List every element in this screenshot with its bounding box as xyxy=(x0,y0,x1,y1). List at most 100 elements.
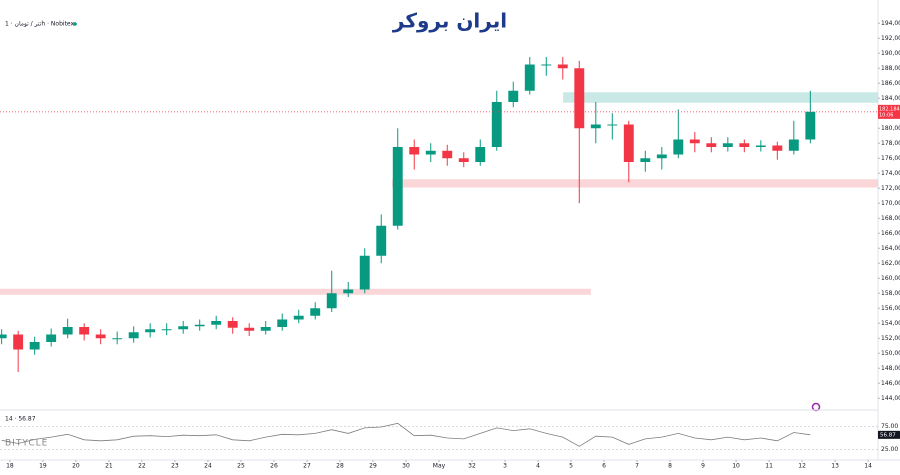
candle-body xyxy=(13,334,24,350)
y-tick-label: 186,000.0 xyxy=(881,80,900,87)
symbol: تتر / تومان · 1h · Nobitex xyxy=(5,21,75,28)
candle-body xyxy=(623,124,634,162)
y-tick-label: 180,000.0 xyxy=(881,125,900,132)
x-tick-label: 13 xyxy=(831,463,839,470)
x-tick-label: 32 xyxy=(468,463,476,470)
status-dot xyxy=(73,22,77,26)
y-tick-label: 174,000.0 xyxy=(881,170,900,177)
y-tick-label: 178,000.0 xyxy=(881,140,900,147)
candle-body xyxy=(211,321,222,325)
candle-body xyxy=(227,321,238,328)
y-tick-label: 162,000.0 xyxy=(881,260,900,267)
candle-body xyxy=(739,143,750,147)
candle-body xyxy=(673,139,684,155)
x-tick-label: 5 xyxy=(569,463,573,470)
x-tick-label: 29 xyxy=(369,463,377,470)
rsi-line xyxy=(1,422,811,447)
candle-body xyxy=(376,225,387,256)
y-tick-label: 152,000.0 xyxy=(881,335,900,342)
rsi-value-box xyxy=(878,430,900,439)
y-tick-label: 176,000.0 xyxy=(881,155,900,162)
candle-body xyxy=(425,150,436,155)
y-tick-label: 158,000.0 xyxy=(881,290,900,297)
x-tick-label: 12 xyxy=(798,463,806,470)
candle-body xyxy=(0,334,7,339)
x-tick-label: 21 xyxy=(105,463,113,470)
candle-body xyxy=(310,308,321,316)
y-tick-label: 190,000.0 xyxy=(881,50,900,57)
candle-body xyxy=(194,324,205,327)
candle-body xyxy=(112,338,123,340)
watermark: BITYCLE xyxy=(5,439,48,449)
x-tick-label: 18 xyxy=(6,463,14,470)
zone xyxy=(0,288,591,295)
x-tick-label: 14 xyxy=(864,463,872,470)
x-tick-label: 28 xyxy=(336,463,344,470)
zone xyxy=(563,92,878,103)
candle-body xyxy=(359,255,370,290)
countdown: 10:06 xyxy=(879,112,893,118)
y-tick-label: 194,000.0 xyxy=(881,20,900,27)
candle-body xyxy=(409,147,420,155)
y-tick-label: 172,000.0 xyxy=(881,185,900,192)
candle-body xyxy=(524,64,535,91)
candle-body xyxy=(343,289,354,294)
candle-body xyxy=(244,327,255,331)
candle-body xyxy=(805,111,816,140)
candle-body xyxy=(161,329,172,331)
y-tick-label: 148,000.0 xyxy=(881,365,900,372)
candle-body xyxy=(590,124,601,129)
x-tick-label: 20 xyxy=(72,463,80,470)
y-tick-label: 150,000.0 xyxy=(881,350,900,357)
logo: ایران بروکر xyxy=(392,9,507,33)
x-tick-label: 19 xyxy=(39,463,47,470)
candle-body xyxy=(475,147,486,162)
x-tick-label: 23 xyxy=(171,463,179,470)
candle-body xyxy=(706,143,717,147)
candle-body xyxy=(178,326,189,330)
rsi-tick-label: 75.00 xyxy=(881,423,898,430)
y-tick-label: 146,000.0 xyxy=(881,380,900,387)
y-tick-label: 170,000.0 xyxy=(881,200,900,207)
candle-body xyxy=(326,293,337,309)
candle-body xyxy=(772,145,783,151)
x-tick-label: 27 xyxy=(303,463,311,470)
candle-body xyxy=(293,315,304,320)
candle-body xyxy=(442,150,453,159)
event-icon xyxy=(811,402,821,412)
last-price-box xyxy=(878,104,900,119)
candle-body xyxy=(458,158,469,162)
y-tick-label: 156,000.0 xyxy=(881,305,900,312)
candle-body xyxy=(689,139,700,144)
candle-body xyxy=(607,124,618,126)
candle-body xyxy=(29,342,40,350)
rsi-value-label: 56.87 xyxy=(880,432,896,438)
y-tick-label: 164,000.0 xyxy=(881,245,900,252)
candle-body xyxy=(79,327,90,335)
candle-body xyxy=(260,327,271,331)
rsi-tick-label: 25.00 xyxy=(881,446,898,453)
rsi-header: 14 · 56.87 xyxy=(5,416,36,423)
x-tick-label: 3 xyxy=(503,463,507,470)
candle-body xyxy=(541,64,552,66)
y-tick-label: 144,000.0 xyxy=(881,395,900,402)
candle-body xyxy=(46,334,57,342)
x-tick-label: 24 xyxy=(204,463,212,470)
candle-body xyxy=(491,102,502,147)
logo-box xyxy=(376,0,524,44)
y-tick-label: 184,000.0 xyxy=(881,95,900,102)
x-tick-label: 10 xyxy=(732,463,740,470)
x-tick-label: 22 xyxy=(138,463,146,470)
candle-body xyxy=(755,145,766,147)
x-tick-label: 26 xyxy=(270,463,278,470)
candle-body xyxy=(145,329,156,333)
x-tick-label: 30 xyxy=(402,463,410,470)
candle-body xyxy=(62,327,73,335)
candle-body xyxy=(788,139,799,151)
last-price-label: 182,184.0 xyxy=(879,106,900,112)
candle-body xyxy=(574,68,585,129)
zone xyxy=(392,179,878,188)
x-tick-label: 25 xyxy=(237,463,245,470)
